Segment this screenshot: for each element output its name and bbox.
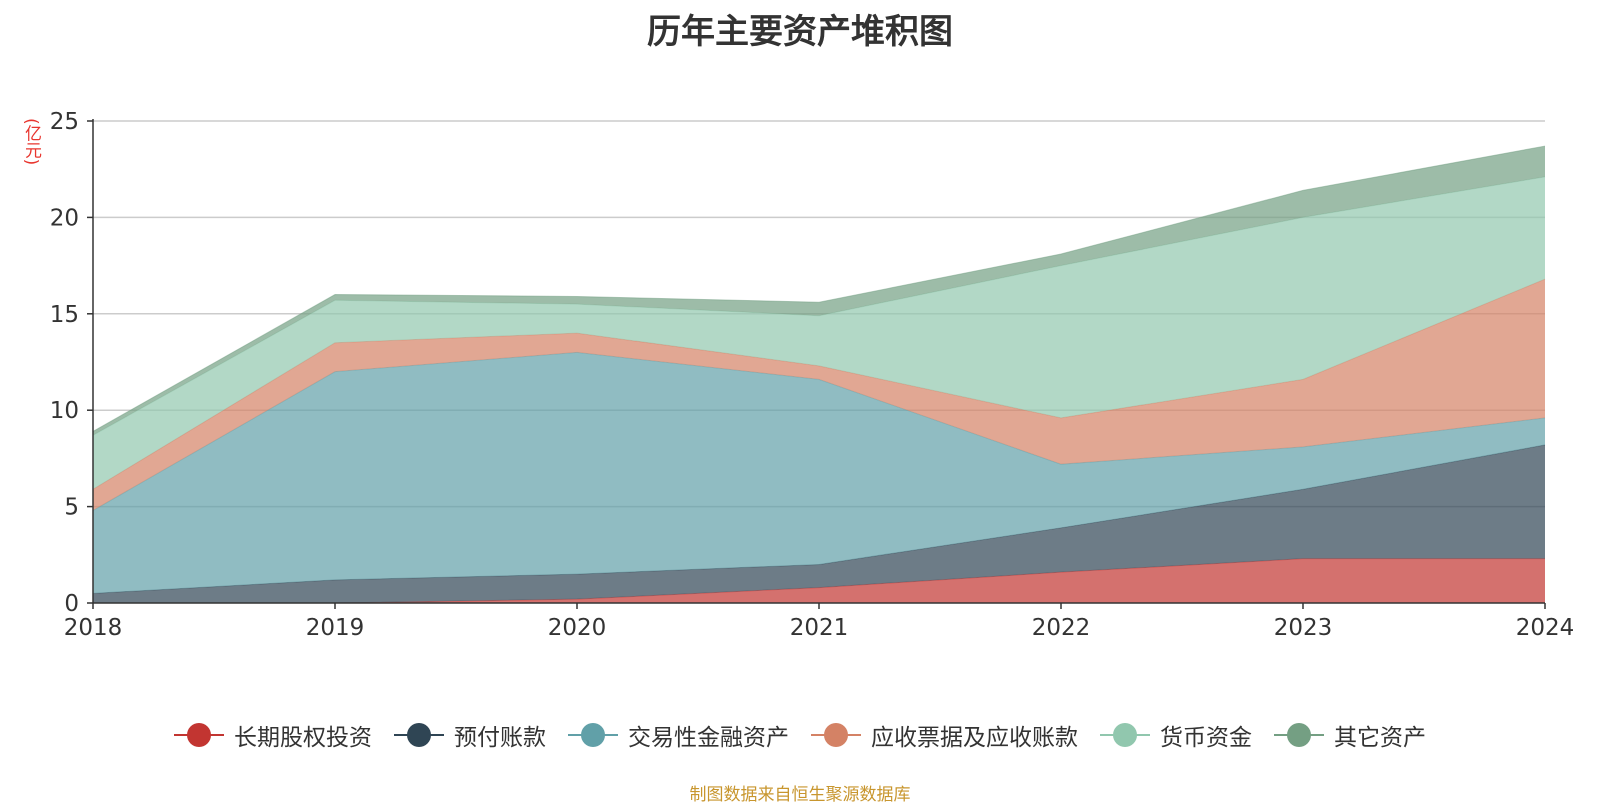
stacked-area-chart: 0 5 10 15 20 25 2018 2019 2020 2021 2022 2023 2024 [50, 109, 1575, 641]
legend-label: 预付账款 [454, 725, 546, 751]
legend-item-4[interactable]: 应收票据及应收账款 [811, 718, 1078, 752]
y-axis-unit-label: (亿元) [21, 118, 41, 166]
x-tick-label: 2020 [548, 615, 607, 641]
legend-item-3[interactable]: 交易性金融资产 [568, 718, 789, 752]
area-series-5 [93, 176, 1545, 490]
x-tick-label: 2018 [64, 615, 123, 641]
chart-title: 历年主要资产堆积图 [647, 12, 953, 52]
legend-label: 应收票据及应收账款 [871, 725, 1078, 751]
legend-marker-icon [1274, 723, 1324, 747]
source-note: 制图数据来自恒生聚源数据库 [689, 785, 911, 805]
x-tick-label: 2022 [1032, 615, 1091, 641]
y-tick-label: 20 [50, 205, 79, 231]
x-tick-label: 2019 [306, 615, 365, 641]
legend-label: 其它资产 [1334, 725, 1426, 751]
legend-marker-icon [174, 723, 224, 747]
series-line-6 [92, 145, 1546, 432]
legend-item-1[interactable]: 长期股权投资 [174, 718, 372, 752]
area-series-4 [93, 279, 1545, 511]
legend-item-6[interactable]: 其它资产 [1274, 718, 1426, 752]
legend-marker-icon [568, 723, 618, 747]
area-series-3 [93, 352, 1545, 594]
legend-marker-icon [394, 723, 444, 747]
x-tick-label: 2023 [1274, 615, 1333, 641]
x-tick-label: 2024 [1516, 615, 1575, 641]
legend-label: 长期股权投资 [234, 725, 372, 751]
y-tick-label: 15 [50, 302, 79, 328]
legend-label: 交易性金融资产 [628, 725, 789, 751]
y-tick-label: 25 [50, 109, 79, 135]
area-series-6 [93, 146, 1545, 436]
legend-item-5[interactable]: 货币资金 [1100, 718, 1252, 752]
legend-label: 货币资金 [1160, 725, 1252, 751]
y-tick-label: 0 [64, 591, 79, 617]
area-series-2 [93, 444, 1545, 603]
area-series-1 [93, 558, 1545, 603]
legend-item-2[interactable]: 预付账款 [394, 718, 546, 752]
legend-marker-icon [811, 723, 861, 747]
x-tick-label: 2021 [790, 615, 849, 641]
legend-marker-icon [1100, 723, 1150, 747]
y-tick-label: 10 [50, 398, 79, 424]
y-tick-label: 5 [64, 495, 79, 521]
chart-legend: 长期股权投资 预付账款 交易性金融资产 应收票据及应收账款 货币资金 其它资产 [0, 718, 1600, 752]
